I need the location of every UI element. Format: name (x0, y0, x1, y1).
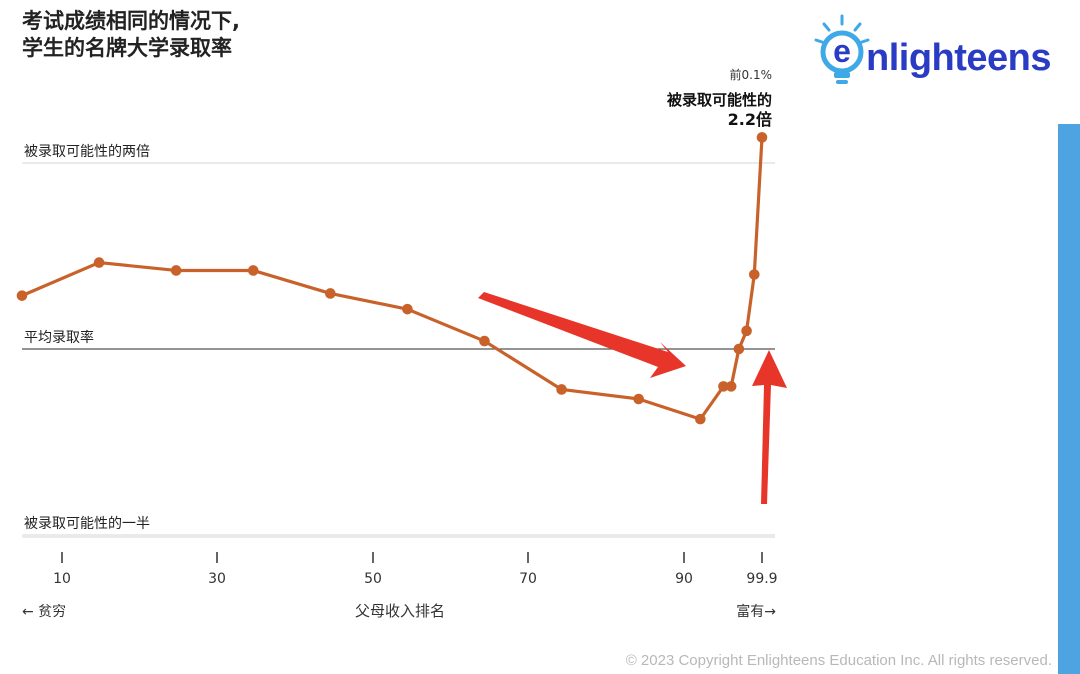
reference-line-label-1: 平均录取率 (24, 329, 94, 346)
x-tick-label-0: 10 (53, 571, 71, 587)
x-axis-right-label: 富有→ (736, 603, 776, 620)
x-tick-label-4: 90 (675, 571, 693, 587)
chart-title-line2: 学生的名牌大学录取率 (22, 36, 232, 60)
data-point-3 (247, 265, 259, 276)
data-point-6 (479, 335, 490, 347)
data-point-11 (725, 381, 737, 392)
x-tick-label-1: 30 (208, 571, 226, 587)
top-annotation: 前0.1% 被录取可能性的 2.2倍 (667, 67, 772, 129)
chart-title: 考试成绩相同的情况下, 学生的名牌大学录取率 (22, 8, 240, 62)
chart-title-line1: 考试成绩相同的情况下, (22, 9, 240, 33)
data-point-4 (325, 288, 336, 299)
annotation-line3: 2.2倍 (728, 110, 772, 129)
right-accent-bar (1058, 124, 1080, 674)
enlighteens-logo: e nlighteens (814, 14, 1052, 84)
x-tick-label-5: 99.9 (746, 571, 777, 587)
x-axis: 10 30 50 70 90 99.9 (22, 536, 778, 587)
data-point-0 (16, 290, 28, 301)
annotation-top-label: 前0.1% (730, 67, 773, 82)
data-point-13 (741, 325, 752, 337)
logo-letter-e: e (833, 33, 851, 69)
series-line-0 (21, 137, 764, 421)
data-point-9 (695, 413, 706, 425)
reference-line-label-0: 被录取可能性的两倍 (24, 144, 150, 160)
data-point-8 (633, 393, 644, 405)
data-point-7 (556, 384, 567, 395)
x-tick-label-3: 70 (519, 571, 537, 587)
data-point-5 (402, 303, 413, 315)
annotation-line2: 被录取可能性的 (667, 91, 772, 109)
data-point-10 (718, 381, 729, 392)
data-point-15 (756, 132, 768, 143)
data-point-1 (93, 257, 105, 268)
logo-wordmark: nlighteens (866, 37, 1051, 79)
diagonal-arrow (478, 292, 686, 378)
copyright-notice: © 2023 Copyright Enlighteens Education I… (625, 652, 1052, 669)
x-axis-title: 父母收入排名 (355, 602, 445, 620)
data-point-14 (748, 269, 760, 280)
vertical-arrow (752, 350, 787, 504)
x-axis-left-label: ← 贫穷 (22, 604, 66, 620)
reference-line-label-2: 被录取可能性的一半 (24, 516, 150, 532)
data-point-12 (733, 343, 745, 355)
x-tick-label-2: 50 (364, 571, 382, 587)
lightbulb-icon: e (814, 14, 870, 84)
arrows (478, 292, 787, 504)
data-point-2 (170, 265, 182, 276)
series-layer (16, 132, 768, 425)
